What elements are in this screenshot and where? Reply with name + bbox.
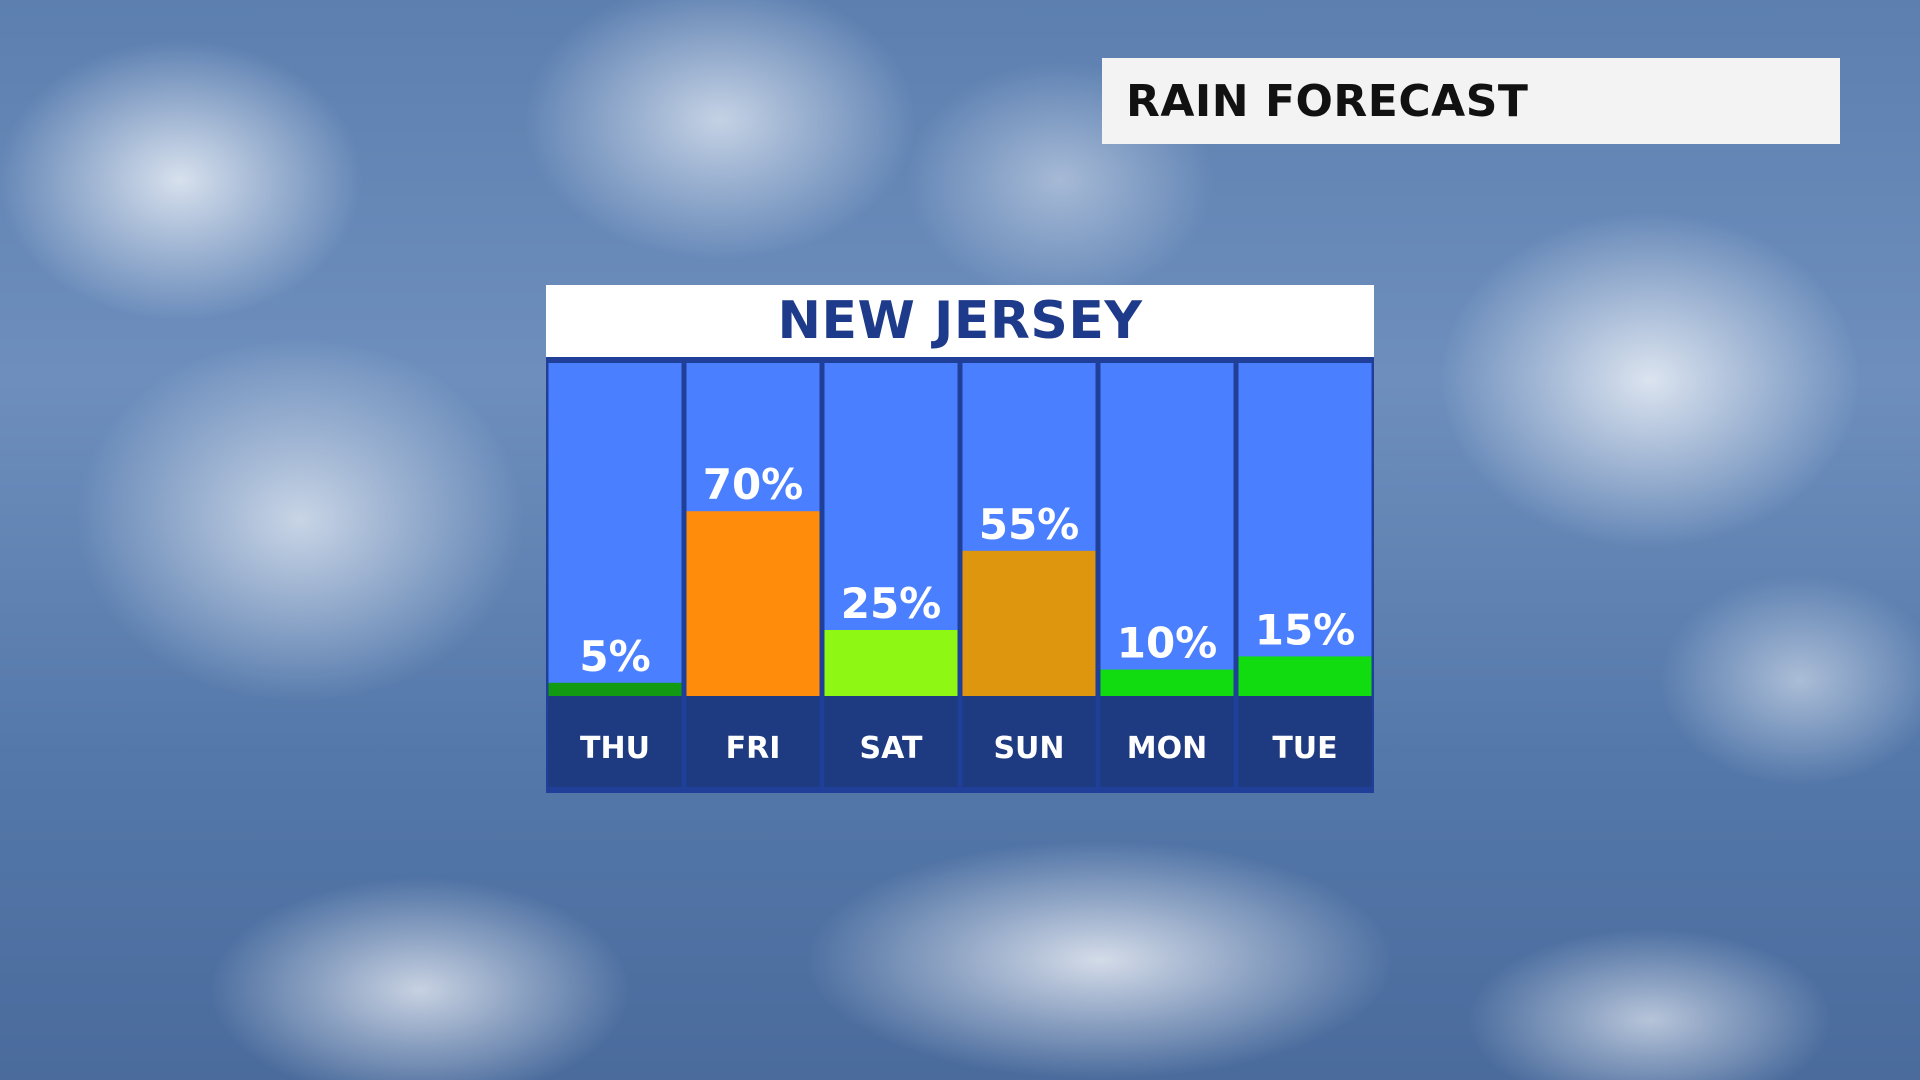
bar-fri xyxy=(686,511,820,696)
day-band-fri xyxy=(686,696,820,787)
forecast-panel: NEW JERSEY 5% THU 70% FRI 25% SAT 55% SUN 10% MON… xyxy=(546,285,1374,793)
bar-sat xyxy=(824,630,958,696)
column-bg-tue xyxy=(1238,363,1372,696)
day-band-mon xyxy=(1100,696,1234,787)
bar-mon xyxy=(1100,669,1234,696)
panel-title: NEW JERSEY xyxy=(777,291,1143,351)
bar-thu xyxy=(548,682,682,696)
value-label-mon: 10% xyxy=(1117,619,1218,668)
value-label-thu: 5% xyxy=(579,632,650,681)
header-title: RAIN FORECAST xyxy=(1126,75,1529,127)
day-band-thu xyxy=(548,696,682,787)
day-label-tue: TUE xyxy=(1272,731,1337,766)
value-label-fri: 70% xyxy=(703,460,804,509)
value-label-sun: 55% xyxy=(979,500,1080,549)
column-bg-thu xyxy=(548,363,682,696)
rain-forecast-header: RAIN FORECAST xyxy=(1102,58,1840,144)
bar-tue xyxy=(1238,656,1372,696)
day-band-sun xyxy=(962,696,1096,787)
day-label-sat: SAT xyxy=(860,731,923,766)
day-label-mon: MON xyxy=(1127,731,1207,766)
chart-frame xyxy=(546,357,1374,793)
day-label-fri: FRI xyxy=(726,731,781,766)
day-band-sat xyxy=(824,696,958,787)
rain-chance-chart: 5% THU 70% FRI 25% SAT 55% SUN 10% MON 15% TUE xyxy=(546,357,1374,793)
day-label-thu: THU xyxy=(580,731,650,766)
value-label-tue: 15% xyxy=(1255,605,1356,654)
column-bg-mon xyxy=(1100,363,1234,696)
panel-title-box: NEW JERSEY xyxy=(546,285,1374,357)
day-band-tue xyxy=(1238,696,1372,787)
value-label-sat: 25% xyxy=(841,579,942,628)
day-label-sun: SUN xyxy=(993,731,1064,766)
bar-sun xyxy=(962,550,1096,696)
